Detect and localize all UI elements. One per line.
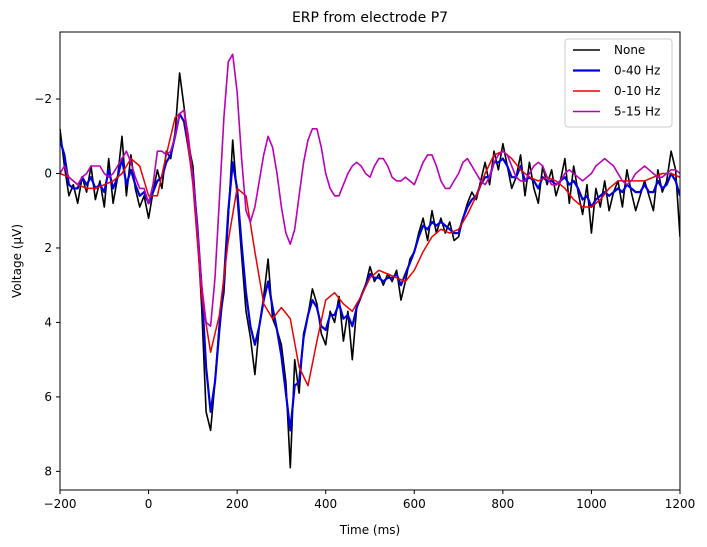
series-layer bbox=[60, 53, 680, 469]
chart-title: ERP from electrode P7 bbox=[292, 10, 448, 26]
x-tick-label: −200 bbox=[44, 497, 77, 511]
series-line-0-10-hz bbox=[60, 109, 680, 387]
legend-label: None bbox=[614, 43, 645, 57]
x-tick-label: 600 bbox=[403, 497, 426, 511]
y-tick-label: 0 bbox=[44, 166, 52, 180]
series-line-5-15-hz bbox=[60, 53, 680, 328]
legend-label: 5-15 Hz bbox=[614, 105, 660, 119]
y-tick-label: −2 bbox=[34, 92, 52, 106]
y-tick-label: 8 bbox=[44, 464, 52, 478]
x-axis-title: Time (ms) bbox=[339, 523, 401, 537]
y-axis-title: Voltage (μV) bbox=[10, 224, 24, 298]
x-tick-label: 400 bbox=[314, 497, 337, 511]
x-tick-label: 200 bbox=[226, 497, 249, 511]
y-axis: −2 0 2 4 6 8 bbox=[34, 92, 60, 478]
y-tick-label: 2 bbox=[44, 241, 52, 255]
legend-box bbox=[564, 38, 673, 128]
legend-label: 0-10 Hz bbox=[614, 84, 660, 98]
legend-label: 0-40 Hz bbox=[614, 64, 660, 78]
series-line-0-40-hz bbox=[60, 112, 680, 432]
x-tick-label: 0 bbox=[145, 497, 153, 511]
x-tick-label: 1200 bbox=[665, 497, 696, 511]
plot-frame bbox=[59, 31, 681, 491]
legend: None 0-40 Hz 0-10 Hz 5-15 Hz bbox=[564, 38, 673, 128]
y-tick-label: 4 bbox=[44, 315, 52, 329]
x-tick-label: 1000 bbox=[576, 497, 607, 511]
x-tick-label: 800 bbox=[491, 497, 514, 511]
y-tick-label: 6 bbox=[44, 390, 52, 404]
x-axis: −200 0 200 400 600 800 1000 1200 bbox=[44, 490, 696, 511]
